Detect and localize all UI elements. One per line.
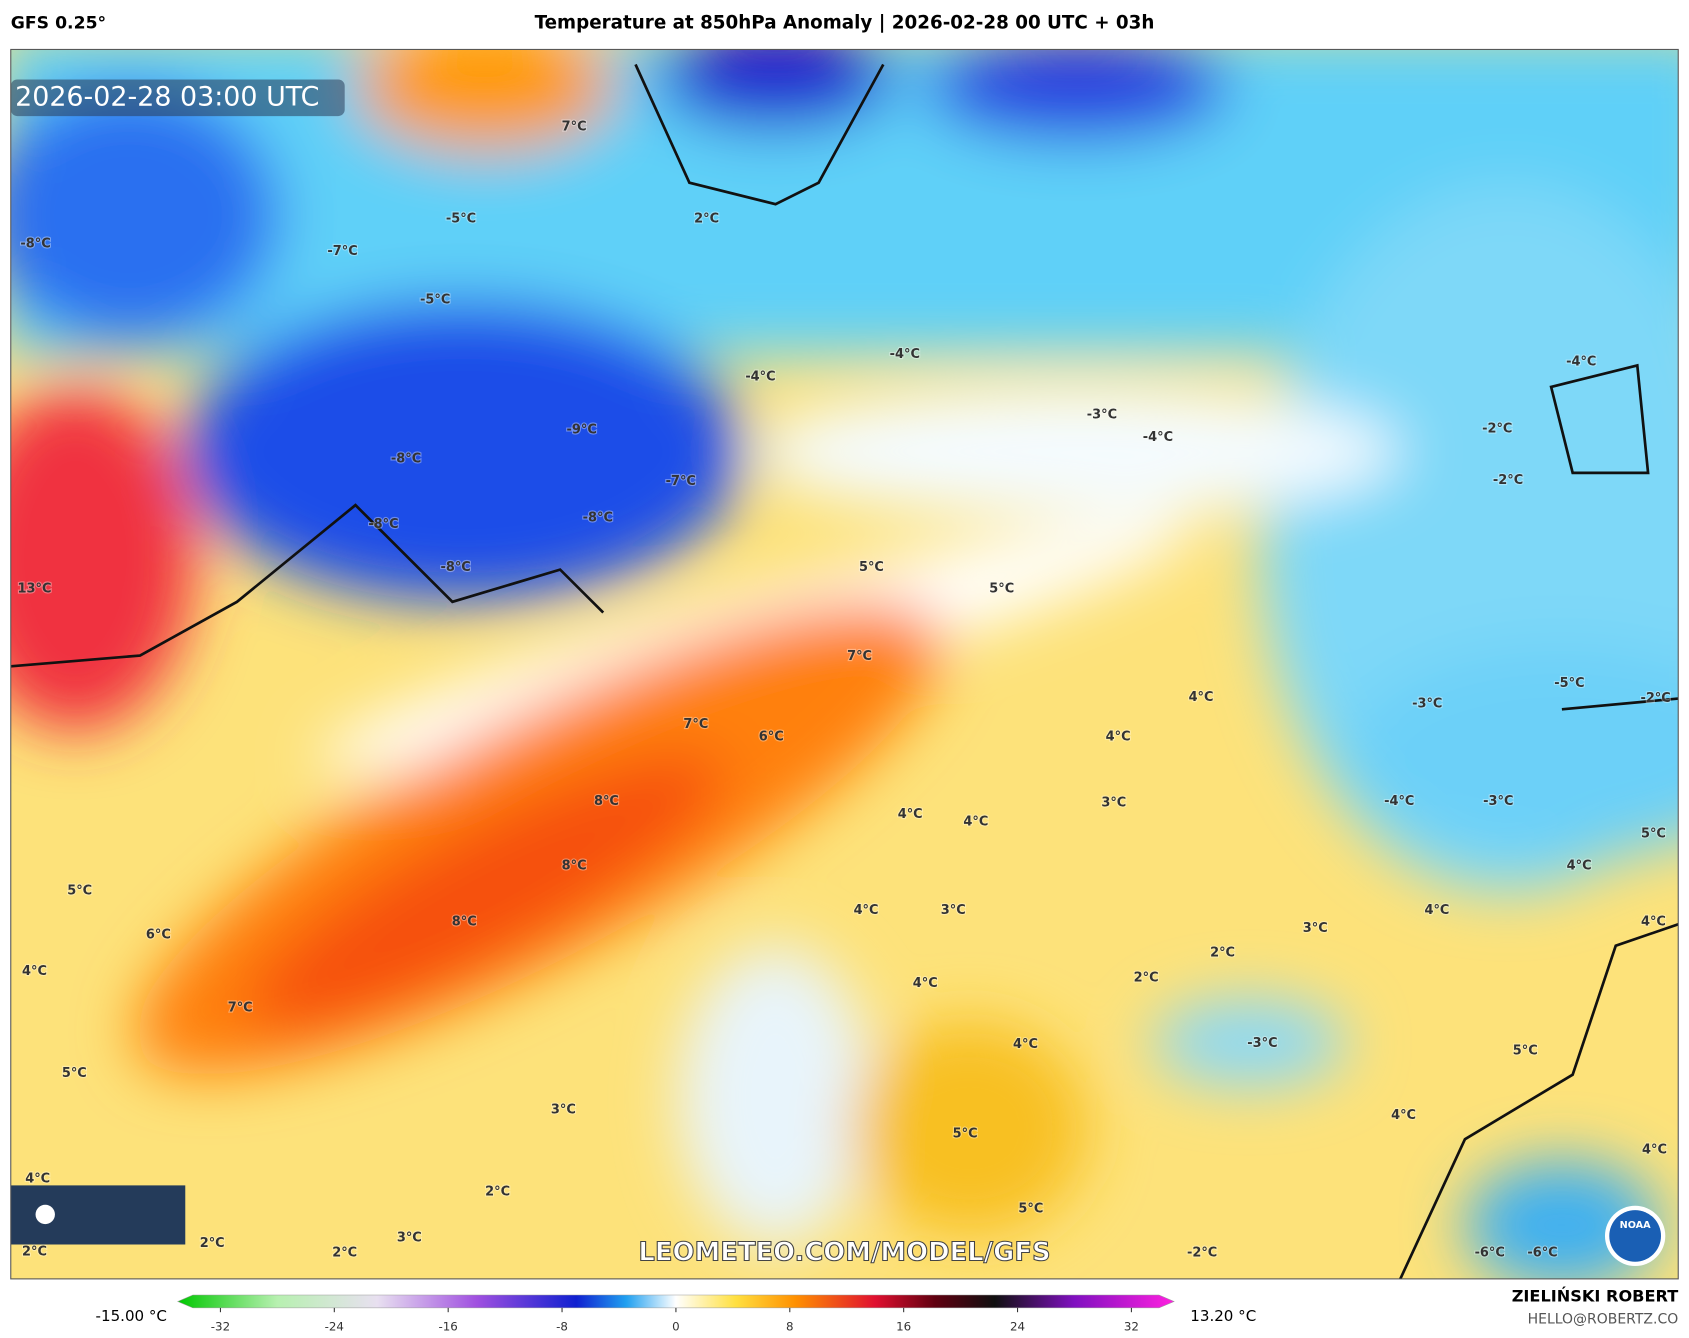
temperature-label: 6°C bbox=[759, 730, 784, 745]
temperature-label: 5°C bbox=[67, 883, 92, 898]
timestamp: 2026-02-28 03:00 UTC bbox=[15, 81, 319, 112]
colorbar-tick-label: -8 bbox=[556, 1320, 568, 1334]
temperature-label: -2°C bbox=[1640, 691, 1670, 706]
colorbar-tick-label: -24 bbox=[325, 1320, 344, 1334]
temperature-label: -2°C bbox=[1493, 473, 1523, 488]
temperature-label: -4°C bbox=[1143, 430, 1173, 445]
colorbar-tick-label: 0 bbox=[672, 1320, 680, 1334]
colorbar: -32 -24 -16 -8 0 8 16 24 32 -15.00 °C 13.20 °C bbox=[96, 1294, 1256, 1334]
temperature-label: 8°C bbox=[594, 794, 619, 809]
temperature-label: 4°C bbox=[898, 807, 923, 822]
temperature-label: 4°C bbox=[1391, 1108, 1416, 1123]
temperature-label: 3°C bbox=[1303, 921, 1328, 936]
temperature-label: 4°C bbox=[1641, 915, 1666, 930]
email: HELLO@ROBERTZ.CO bbox=[1528, 1312, 1679, 1328]
temperature-label: 4°C bbox=[25, 1171, 50, 1186]
temperature-label: 5°C bbox=[1513, 1044, 1538, 1059]
temperature-label: 5°C bbox=[62, 1066, 87, 1081]
noaa-logo: NOAA bbox=[1620, 1220, 1652, 1231]
temperature-label: -3°C bbox=[1087, 407, 1117, 422]
temperature-label: -4°C bbox=[1384, 794, 1414, 809]
temperature-label: 2°C bbox=[1134, 970, 1159, 985]
temperature-label: -5°C bbox=[446, 212, 476, 227]
colorbar-max: 13.20 °C bbox=[1190, 1307, 1256, 1325]
temperature-label: 4°C bbox=[1642, 1142, 1667, 1157]
temperature-label: -4°C bbox=[745, 370, 775, 385]
temperature-label: 5°C bbox=[989, 581, 1014, 596]
temperature-label: -3°C bbox=[1483, 794, 1513, 809]
temperature-label: -7°C bbox=[327, 244, 357, 259]
temperature-label: -4°C bbox=[890, 347, 920, 362]
temperature-label: 2°C bbox=[22, 1245, 47, 1260]
temperature-label: 2°C bbox=[332, 1246, 357, 1261]
temperature-label: 7°C bbox=[683, 717, 708, 732]
temperature-label: 4°C bbox=[963, 815, 988, 830]
temperature-label: 4°C bbox=[1424, 903, 1449, 918]
temperature-label: 2°C bbox=[1210, 946, 1235, 961]
temperature-label: 4°C bbox=[22, 964, 47, 979]
temperature-label: 4°C bbox=[1189, 690, 1214, 705]
temperature-label: 3°C bbox=[1101, 795, 1126, 810]
temperature-label: -8°C bbox=[440, 560, 470, 575]
temperature-label: 7°C bbox=[562, 119, 587, 134]
author: ZIELIŃSKI ROBERT bbox=[1512, 1287, 1679, 1306]
temperature-label: -8°C bbox=[368, 517, 398, 532]
colorbar-tick-label: 16 bbox=[896, 1320, 911, 1334]
temperature-label: 7°C bbox=[847, 649, 872, 664]
temperature-label: 4°C bbox=[854, 903, 879, 918]
colorbar-tick-label: -16 bbox=[439, 1320, 458, 1334]
temperature-label: 13°C bbox=[18, 581, 52, 596]
temperature-label: -7°C bbox=[666, 474, 696, 489]
temperature-label: -5°C bbox=[1554, 676, 1584, 691]
colorbar-bar bbox=[177, 1294, 1175, 1309]
watermark: LEOMETEO.COM/MODEL/GFS bbox=[638, 1238, 1050, 1268]
temperature-label: -3°C bbox=[1412, 696, 1442, 711]
temperature-label: -4°C bbox=[1566, 355, 1596, 370]
colorbar-min: -15.00 °C bbox=[96, 1307, 167, 1325]
temperature-label: -9°C bbox=[567, 422, 597, 437]
temperature-label: -5°C bbox=[420, 292, 450, 307]
temperature-label: 5°C bbox=[859, 560, 884, 575]
temperature-label: 6°C bbox=[146, 927, 171, 942]
colorbar-tick-label: 24 bbox=[1010, 1320, 1025, 1334]
temperature-label: -8°C bbox=[391, 451, 421, 466]
temperature-label: 8°C bbox=[562, 859, 587, 874]
temperature-label: 3°C bbox=[941, 903, 966, 918]
colorbar-tick-label: 8 bbox=[786, 1320, 794, 1334]
temperature-label: 7°C bbox=[228, 1001, 253, 1016]
title: Temperature at 850hPa Anomaly | 2026-02-… bbox=[535, 13, 1155, 34]
temperature-label: 2°C bbox=[485, 1184, 510, 1199]
colorbar-tick-label: 32 bbox=[1124, 1320, 1139, 1334]
temperature-label: -3°C bbox=[1247, 1036, 1277, 1051]
temperature-label: 8°C bbox=[452, 915, 477, 930]
model-name: GFS 0.25° bbox=[11, 14, 106, 34]
temperature-label: -6°C bbox=[1527, 1246, 1557, 1261]
temperature-label: 2°C bbox=[694, 212, 719, 227]
temperature-label: 5°C bbox=[953, 1126, 978, 1141]
temperature-label: 5°C bbox=[1641, 826, 1666, 841]
map: 2026-02-28 03:00 UTC 7°C 2°C -5°C -8°C -7°C -… bbox=[10, 49, 1679, 1279]
temperature-label: 3°C bbox=[397, 1231, 422, 1246]
temperature-label: -2°C bbox=[1187, 1246, 1217, 1261]
temperature-label: 4°C bbox=[1013, 1037, 1038, 1052]
colorbar-tick-label: -32 bbox=[211, 1320, 230, 1334]
temperature-label: 2°C bbox=[200, 1236, 225, 1251]
temperature-label: 5°C bbox=[1018, 1202, 1043, 1217]
temperature-label: -8°C bbox=[20, 236, 50, 251]
temperature-label: 3°C bbox=[551, 1103, 576, 1118]
temperature-label: 4°C bbox=[913, 976, 938, 991]
temperature-label: -2°C bbox=[1482, 421, 1512, 436]
temperature-label: 4°C bbox=[1567, 859, 1592, 874]
temperature-label: -8°C bbox=[583, 511, 613, 526]
temperature-label: -6°C bbox=[1475, 1246, 1505, 1261]
temperature-label: 4°C bbox=[1106, 730, 1131, 745]
